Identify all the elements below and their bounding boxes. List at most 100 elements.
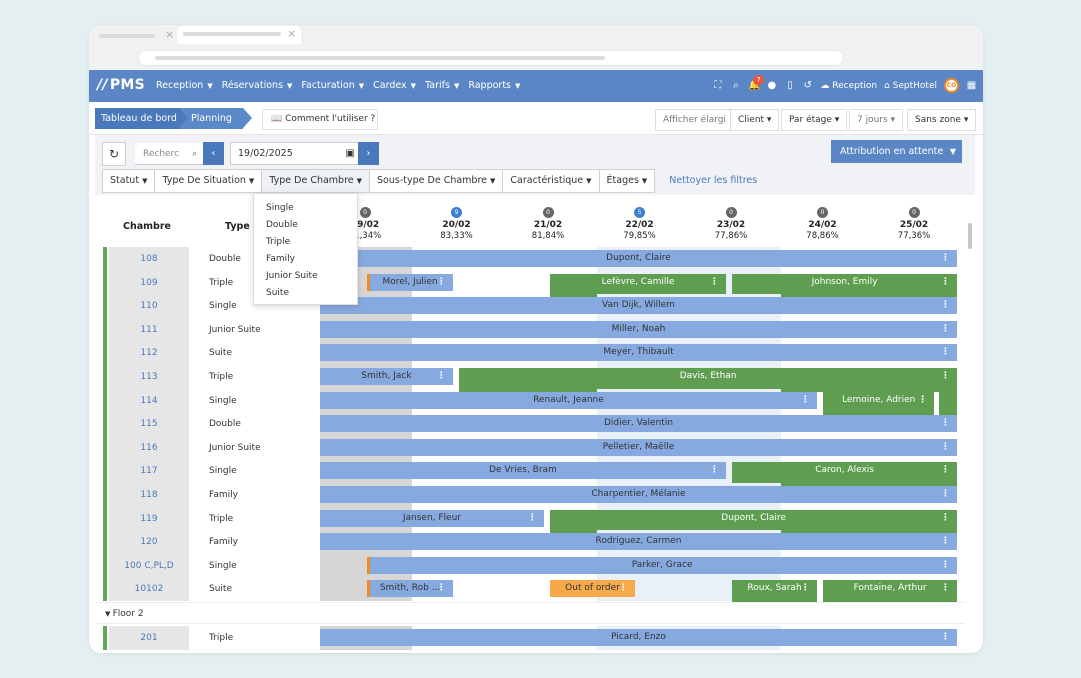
filter-caracteristique[interactable]: Caractéristique ▼	[502, 169, 600, 193]
menu-tarifs[interactable]: Tarifs ▼	[425, 80, 460, 91]
floor-group-header[interactable]: ▼ Floor 2	[95, 602, 965, 624]
day-header[interactable]: 5 22/02 79,85%	[595, 207, 685, 241]
menu-rapports[interactable]: Rapports ▼	[468, 80, 521, 91]
menu-cardex[interactable]: Cardex ▼	[373, 80, 417, 91]
booking-bar[interactable]: Pelletier, Maëlle ⋮	[320, 438, 957, 456]
more-options-icon[interactable]: ⋮	[436, 276, 446, 287]
browser-tab-active[interactable]: ×	[177, 26, 301, 44]
booking-bar[interactable]: Meyer, Thibault ⋮	[320, 344, 957, 362]
more-options-icon[interactable]: ⋮	[940, 276, 950, 287]
filter-sous-type[interactable]: Sous-type De Chambre ▼	[369, 169, 504, 193]
more-options-icon[interactable]: ⋮	[941, 300, 950, 311]
par-etage-select[interactable]: Par étage ▾	[781, 109, 848, 131]
day-header[interactable]: 0 24/02 78,86%	[778, 207, 868, 241]
menu-facturation[interactable]: Facturation ▼	[301, 80, 365, 91]
more-options-icon[interactable]: ⋮	[941, 253, 950, 263]
room-number[interactable]: 114	[109, 388, 189, 413]
breadcrumb-dashboard[interactable]: Tableau de bord	[95, 108, 188, 129]
more-options-icon[interactable]: ⋮	[800, 583, 810, 594]
filter-statut[interactable]: Statut ▼	[102, 169, 156, 193]
reception-link[interactable]: ☁ Reception	[820, 80, 878, 91]
chat-icon[interactable]: ●	[767, 80, 777, 91]
refresh-button[interactable]: ↻	[102, 142, 126, 166]
booking-bar[interactable]: Out of order ⋮	[550, 580, 635, 598]
room-number[interactable]: 108	[109, 247, 189, 271]
room-number[interactable]: 201	[109, 626, 189, 650]
day-header[interactable]: 9 20/02 83,33%	[412, 207, 502, 241]
booking-bar[interactable]: Renault, Jeanne ⋮	[320, 391, 817, 409]
room-number[interactable]: 109	[109, 270, 189, 295]
more-options-icon[interactable]: ⋮	[941, 632, 950, 642]
booking-bar[interactable]: Didier, Valentin ⋮	[320, 415, 957, 433]
search-icon[interactable]: ⌕	[733, 80, 739, 91]
client-select[interactable]: Client ▾	[730, 109, 780, 131]
booking-bar[interactable]: Johnson, Emily ⋮	[732, 273, 957, 298]
calendar-icon[interactable]: ▣	[345, 148, 355, 159]
how-to-button[interactable]: 📖 Comment l'utiliser ?	[262, 109, 378, 130]
booking-bar[interactable]: Parker, Grace ⋮	[367, 556, 957, 574]
room-number[interactable]: 115	[109, 412, 189, 437]
booking-bar[interactable]: Lefèvre, Camille ⋮	[550, 273, 726, 298]
room-number[interactable]: 119	[109, 506, 189, 531]
dropdown-option[interactable]: Triple	[266, 237, 291, 247]
booking-bar[interactable]: Roux, Sarah ⋮	[732, 580, 817, 605]
room-number[interactable]: 120	[109, 530, 189, 555]
search-input[interactable]: Recherc ⌕	[135, 143, 203, 165]
date-input[interactable]: 19/02/2025 ▣	[230, 142, 360, 165]
more-options-icon[interactable]: ⋮	[436, 583, 446, 594]
app-logo[interactable]: //PMS	[97, 77, 146, 93]
next-date-button[interactable]: ›	[358, 142, 379, 165]
booking-bar[interactable]: Fontaine, Arthur ⋮	[823, 580, 957, 605]
close-tab-icon[interactable]: ×	[165, 28, 175, 41]
filter-type-chambre[interactable]: Type De Chambre ▼	[261, 169, 371, 193]
booking-bar[interactable]: Charpentier, Mélanie ⋮	[320, 486, 957, 503]
browser-tab[interactable]: ×	[95, 28, 175, 44]
afficher-elargi-button[interactable]: Afficher élargi	[655, 109, 734, 131]
room-number[interactable]: 118	[109, 483, 189, 507]
room-number[interactable]: 117	[109, 459, 189, 484]
room-number[interactable]: 100 C,PL,D	[109, 553, 189, 578]
more-options-icon[interactable]: ⋮	[941, 347, 950, 358]
booking-bar[interactable]	[938, 391, 957, 416]
day-header[interactable]: 0 23/02 77,86%	[686, 207, 776, 241]
booking-bar[interactable]: Rodriguez, Carmen ⋮	[320, 533, 957, 551]
menu-reservations[interactable]: Réservations ▼	[221, 80, 293, 91]
more-options-icon[interactable]: ⋮	[436, 371, 446, 381]
booking-bar[interactable]: Van Dijk, Willem ⋮	[320, 297, 957, 315]
dropdown-option[interactable]: Suite	[266, 288, 289, 298]
room-number[interactable]: 116	[109, 435, 189, 460]
tablet-icon[interactable]: ▯	[787, 80, 793, 91]
booking-bar[interactable]: Dupont, Claire ⋮	[550, 509, 957, 534]
day-header[interactable]: 0 21/02 81,84%	[503, 207, 593, 241]
booking-bar[interactable]: Jansen, Fleur ⋮	[320, 509, 544, 527]
room-number[interactable]: 112	[109, 341, 189, 366]
history-icon[interactable]: ↺	[803, 80, 813, 91]
more-options-icon[interactable]: ⋮	[940, 371, 950, 381]
booking-bar[interactable]: Miller, Noah ⋮	[320, 320, 957, 338]
more-options-icon[interactable]: ⋮	[941, 418, 950, 429]
avatar[interactable]: CO	[944, 78, 959, 93]
booking-bar[interactable]: Picard, Enzo ⋮	[320, 629, 957, 646]
dropdown-option[interactable]: Double	[266, 220, 298, 230]
bell-icon[interactable]: 🔔 7	[748, 75, 764, 91]
attribution-button[interactable]: Attribution en attente ▼	[831, 140, 962, 163]
dropdown-option[interactable]: Single	[266, 203, 294, 213]
close-tab-icon[interactable]: ×	[287, 27, 297, 40]
more-options-icon[interactable]: ⋮	[940, 512, 950, 523]
booking-bar[interactable]: De Vries, Bram ⋮	[320, 462, 726, 480]
room-number[interactable]: 110	[109, 294, 189, 319]
scrollbar-thumb[interactable]	[968, 223, 972, 249]
more-options-icon[interactable]: ⋮	[709, 276, 719, 287]
address-bar[interactable]	[138, 50, 844, 66]
more-options-icon[interactable]: ⋮	[918, 394, 928, 405]
more-options-icon[interactable]: ⋮	[941, 441, 950, 452]
booking-bar[interactable]: Caron, Alexis ⋮	[732, 462, 957, 487]
more-options-icon[interactable]: ⋮	[618, 583, 628, 594]
days-select[interactable]: 7 jours ▾	[849, 109, 904, 131]
more-options-icon[interactable]: ⋮	[941, 536, 950, 547]
day-header[interactable]: 0 25/02 77,36%	[869, 207, 959, 241]
room-number[interactable]: 111	[109, 317, 189, 342]
scrollbar[interactable]	[968, 207, 973, 647]
dropdown-option[interactable]: Family	[266, 254, 295, 264]
more-options-icon[interactable]: ⋮	[941, 489, 950, 499]
